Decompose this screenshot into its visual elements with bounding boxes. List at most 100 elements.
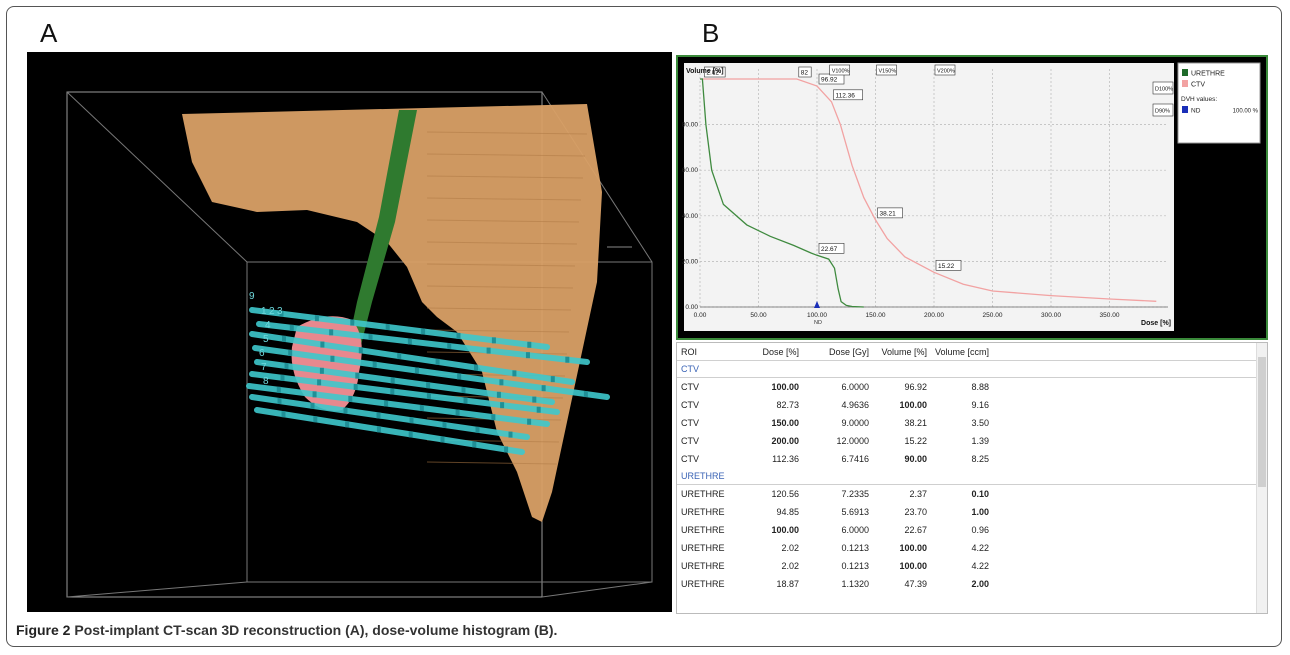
table-cell: 4.22 [971, 561, 989, 571]
needle-seed [329, 329, 334, 336]
table-cell: 0.10 [971, 489, 989, 499]
v-marker-label: V150% [879, 69, 897, 75]
series-lines [700, 78, 1157, 308]
legend-label: CTV [1191, 82, 1205, 89]
table-scrollbar[interactable] [1256, 343, 1267, 613]
table-cell: 0.1213 [841, 543, 869, 553]
table-cell: 12.0000 [836, 436, 869, 446]
needle-seed [397, 353, 402, 360]
y-tick-label: 80.00 [682, 122, 699, 129]
annotation-box [833, 89, 863, 101]
needle-seed [390, 377, 395, 384]
dvh-chart: 2.02 82 96.92 112.36 38.21 22.67 15.22 0.00 50.… [676, 55, 1268, 340]
table-cell: 2.37 [909, 489, 927, 499]
needle-seed [500, 402, 505, 409]
marker-box [1152, 103, 1174, 117]
table-cell: URETHRE [681, 579, 725, 589]
y-tick-label: 60.00 [682, 167, 699, 174]
table-cell: 120.56 [771, 489, 799, 499]
scrollbar-thumb[interactable] [1258, 357, 1266, 487]
needle-seed [284, 363, 289, 369]
table-group-row: CTV [677, 360, 1257, 378]
needle-seed [435, 358, 440, 365]
table-cell: CTV [681, 382, 699, 392]
table-cell: URETHRE [681, 507, 725, 517]
table-cell: 100.00 [771, 525, 799, 535]
col-volume-pct: Volume [%] [872, 343, 930, 361]
table-row[interactable]: CTV 100.00 6.0000 96.92 8.88 [677, 378, 1257, 397]
v-marker-label: V200% [937, 69, 955, 75]
table-row[interactable]: CTV 82.73 4.9636 100.00 9.16 [677, 396, 1257, 414]
table-cell: 200.00 [771, 436, 799, 446]
x-tick-label: 300.00 [1041, 312, 1061, 319]
legend-box [1177, 62, 1261, 144]
needle-seed [421, 328, 426, 335]
needle-seed [541, 385, 546, 392]
needle-seed [358, 347, 363, 354]
panel-label-a: A [40, 18, 58, 48]
d-marker-label: D90% [1155, 109, 1170, 115]
table-cell: URETHRE [681, 561, 725, 571]
table-row[interactable]: URETHRE 100.00 6.0000 22.67 0.96 [677, 521, 1257, 539]
table-cell: 6.0000 [841, 525, 869, 535]
table-cell: 100.00 [771, 382, 799, 392]
table-row[interactable]: URETHRE 2.02 0.1213 100.00 4.22 [677, 557, 1257, 575]
needle-number: 7 [261, 362, 267, 373]
table-cell: 82.73 [776, 400, 799, 410]
col-roi: ROI [677, 343, 742, 361]
marker-box [1152, 81, 1174, 95]
table-row[interactable]: URETHRE 2.02 0.1213 100.00 4.22 [677, 539, 1257, 557]
col-volume-ccm: Volume [ccm] [930, 343, 992, 361]
needle-seed [281, 411, 286, 418]
table-row[interactable]: CTV 112.36 6.7416 90.00 8.25 [677, 450, 1257, 468]
annotation-label: 2.02 [706, 70, 719, 77]
surface-mesh-line [426, 175, 584, 179]
dvh-markers: V100% V150% V200% D100% D90% ND [814, 64, 1174, 326]
needle-seed [409, 417, 414, 424]
needle-seed [314, 315, 319, 322]
table-row[interactable]: URETHRE 120.56 7.2335 2.37 0.10 [677, 485, 1257, 504]
table-cell: URETHRE [681, 525, 725, 535]
dvh-values-table: ROI Dose [%] Dose [Gy] Volume [%] Volume… [677, 343, 1257, 593]
surface-mesh-line [426, 241, 578, 245]
needle-seed [330, 355, 335, 362]
surface-mesh-line [426, 307, 572, 311]
table-header-row: ROI Dose [%] Dose [Gy] Volume [%] Volume… [677, 343, 1257, 361]
needle [249, 307, 550, 350]
needle-seed [280, 374, 285, 381]
needle-seed [372, 361, 377, 368]
needle-seed [457, 373, 462, 380]
table-cell: 94.85 [776, 507, 799, 517]
table-cell-spacer [992, 450, 1257, 468]
table-row[interactable]: URETHRE 94.85 5.6913 23.70 1.00 [677, 503, 1257, 521]
table-cell: 6.0000 [841, 382, 869, 392]
needle-seed [499, 379, 504, 386]
annotation-label: 112.36 [835, 92, 855, 99]
plot-area [684, 63, 1174, 331]
legend-swatch [1182, 106, 1188, 113]
table-cell: URETHRE [681, 489, 725, 499]
needle-seed [407, 338, 412, 345]
y-tick-label: 40.00 [682, 213, 699, 220]
table-cell-spacer [992, 485, 1257, 504]
needle-seed [282, 335, 286, 342]
figure-caption: Figure 2 Post-implant CT-scan 3D reconst… [16, 622, 557, 638]
annotation-label: 15.22 [938, 263, 955, 270]
table-cell: 1.39 [971, 436, 989, 446]
table-cell: 1.00 [971, 507, 989, 517]
needle-seed [583, 391, 588, 398]
table-row[interactable]: CTV 200.00 12.0000 15.22 1.39 [677, 432, 1257, 450]
table-row[interactable]: CTV 150.00 9.0000 38.21 3.50 [677, 414, 1257, 432]
table-cell: CTV [681, 454, 699, 464]
table-cell: 38.21 [904, 418, 927, 428]
legend-nd-label: ND [1191, 108, 1201, 115]
needle [254, 359, 555, 405]
table-cell: 96.92 [904, 382, 927, 392]
needle-seed [348, 395, 353, 402]
annotation-box [798, 66, 812, 78]
table-cell: CTV [681, 418, 699, 428]
needle-seed [486, 347, 491, 354]
table-row[interactable]: URETHRE 18.87 1.1320 47.39 2.00 [677, 575, 1257, 593]
annotation-box [935, 259, 962, 271]
table-cell-spacer [992, 503, 1257, 521]
